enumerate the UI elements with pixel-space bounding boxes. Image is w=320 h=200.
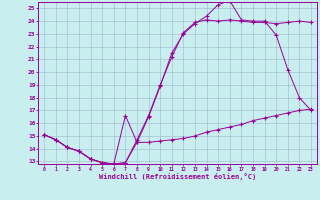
X-axis label: Windchill (Refroidissement éolien,°C): Windchill (Refroidissement éolien,°C) xyxy=(99,173,256,180)
